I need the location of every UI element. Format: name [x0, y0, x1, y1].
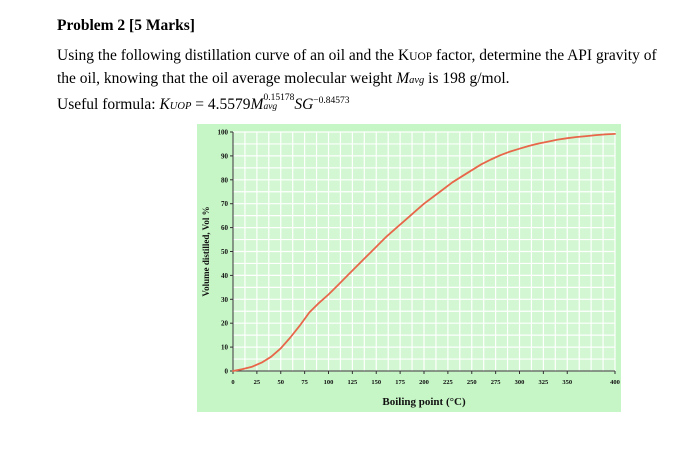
x-tick-label: 0 — [231, 379, 234, 386]
distillation-curve-chart: 0 10 20 30 40 50 60 70 80 90 100 0 25 50 75 100 125 150 17… — [197, 124, 621, 412]
x-tick-label: 200 — [419, 379, 429, 386]
y-tick-label: 20 — [221, 320, 229, 328]
y-tick-label: 30 — [221, 296, 229, 304]
problem-statement: Using the following distillation curve o… — [57, 45, 657, 91]
y-axis-label: Volume distilled, Vol % — [201, 206, 211, 296]
distillation-curve-line — [232, 132, 616, 372]
formula-m-symbol: M — [250, 96, 264, 113]
y-tick-label: 50 — [221, 248, 229, 256]
x-tick-label: 250 — [467, 379, 477, 386]
statement-text-3: the oil, knowing that the oil average mo… — [57, 70, 397, 87]
y-tick-label: 90 — [221, 152, 229, 160]
formula-m-subscript: avg — [263, 102, 278, 113]
x-tick-label: 400 — [610, 379, 620, 386]
x-tick-label: 125 — [348, 379, 359, 386]
formula-constant: = 4.5579 — [191, 96, 251, 113]
x-axis-label: Boiling point (°C) — [382, 396, 466, 408]
mavg-symbol: M — [396, 70, 410, 87]
y-tick-label: 80 — [221, 176, 229, 184]
y-tick-label: 0 — [225, 368, 229, 376]
x-tick-label: 175 — [395, 379, 406, 386]
x-tick-label: 300 — [515, 379, 525, 386]
useful-formula: Useful formula: KUOP = 4.5579M 0.15178 avg… — [57, 93, 350, 114]
x-tick-label: 225 — [443, 379, 454, 386]
x-tick-label: 325 — [539, 379, 550, 386]
y-tick-label: 10 — [221, 344, 229, 352]
statement-text-2: factor, determine the API gravity of — [432, 47, 657, 64]
y-tick-label: 100 — [218, 129, 229, 137]
statement-text-1: Using the following distillation curve o… — [57, 47, 410, 64]
x-tick-label: 275 — [491, 379, 502, 386]
y-tick-label: 70 — [221, 200, 229, 208]
x-tick-label: 100 — [324, 379, 334, 386]
formula-k-symbol: K — [159, 96, 170, 113]
formula-sg-symbol: SG — [294, 96, 314, 113]
formula-m-exponent: 0.15178 avg — [263, 93, 295, 113]
statement-text-4: is 198 g/mol. — [424, 70, 510, 87]
formula-k-subscript: UOP — [169, 101, 192, 112]
chart-svg: 0 10 20 30 40 50 60 70 80 90 100 0 25 50 75 100 125 150 17… — [197, 124, 621, 412]
x-tick-label: 25 — [254, 379, 261, 386]
y-tick-label: 60 — [221, 224, 229, 232]
x-tick-label: 75 — [301, 379, 308, 386]
x-tick-label: 50 — [278, 379, 285, 386]
formula-label: Useful formula: — [57, 96, 160, 113]
formula-m-superscript: 0.15178 — [263, 93, 295, 104]
formula-sg-superscript: −0.84573 — [313, 96, 350, 106]
x-tick-label: 350 — [562, 379, 572, 386]
mavg-subscript: avg — [409, 75, 425, 86]
kuop-subscript: UOP — [409, 51, 433, 63]
x-tick-label: 150 — [371, 379, 381, 386]
y-tick-label: 40 — [221, 272, 229, 280]
problem-title: Problem 2 [5 Marks] — [57, 17, 195, 34]
